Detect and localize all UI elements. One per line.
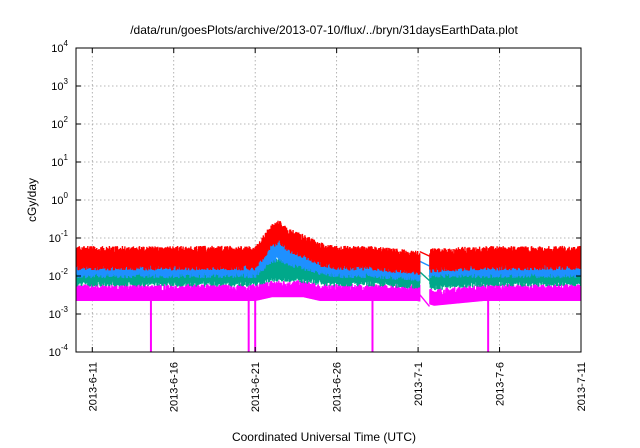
plot-area — [76, 220, 581, 352]
x-tick-label: 2013-6-26 — [332, 362, 344, 412]
y-tick-label: 101 — [51, 153, 68, 169]
gap-connector — [419, 271, 430, 282]
x-axis: 2013-6-11 2013-6-16 2013-6-21 2013-6-26 2013… — [87, 48, 588, 412]
x-tick-label: 2013-6-16 — [169, 362, 181, 412]
y-tick-label: 10-2 — [49, 267, 69, 283]
series-band — [76, 280, 581, 306]
y-axis-label: cGy/day — [25, 178, 39, 222]
y-tick-label: 10-4 — [49, 343, 69, 359]
series-band — [76, 220, 581, 275]
y-tick-label: 102 — [51, 115, 68, 131]
x-tick-label: 2013-6-21 — [250, 362, 262, 412]
chart-title: /data/run/goesPlots/archive/2013-07-10/f… — [130, 23, 518, 37]
y-tick-label: 104 — [51, 39, 68, 55]
gap-connector — [419, 260, 430, 267]
x-tick-label: 2013-7-6 — [495, 362, 507, 406]
y-tick-label: 10-1 — [49, 229, 69, 245]
x-tick-label: 2013-7-1 — [413, 362, 425, 406]
gap-connector — [419, 294, 431, 307]
x-axis-label: Coordinated Universal Time (UTC) — [232, 430, 416, 444]
y-tick-label: 100 — [51, 191, 68, 207]
y-tick-label: 103 — [51, 77, 68, 93]
gap-connector — [419, 250, 430, 257]
x-tick-label: 2013-7-11 — [576, 362, 588, 411]
y-axis: 10-4 10-3 10-2 10-1 100 101 102 103 104 — [49, 39, 581, 359]
x-tick-label: 2013-6-11 — [87, 362, 99, 411]
y-tick-label: 10-3 — [49, 305, 69, 321]
